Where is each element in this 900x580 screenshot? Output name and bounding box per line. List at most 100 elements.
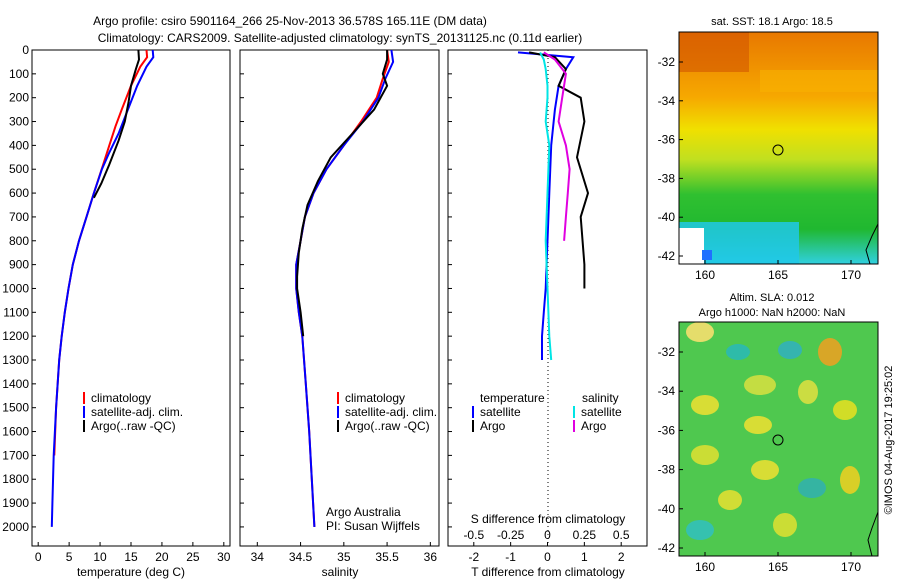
x-tick-label: 34.5 — [289, 550, 313, 564]
coastline — [865, 223, 879, 265]
legend-argo-label: Argo(..raw -QC) — [91, 419, 176, 433]
salinity-panel: 34 34.5 35 35.5 36 salinity climatology sate… — [239, 49, 440, 579]
t-difference-label: T difference from climatology — [471, 565, 625, 579]
lat-tick-label: -42 — [658, 541, 676, 555]
x-tick-label: 36 — [424, 550, 438, 564]
depth-tick-label: 600 — [9, 186, 29, 200]
depth-tick-label: 1500 — [2, 401, 29, 415]
series-line-temperature-satellite — [517, 51, 576, 360]
argo-australia-label: Argo Australia — [326, 505, 401, 519]
temperature-axes-frame — [31, 49, 231, 547]
temperature-series — [50, 49, 155, 527]
t-tick-label: -2 — [468, 550, 479, 564]
depth-tick-label: 1900 — [2, 496, 29, 510]
difference-legend: temperature salinity satellite Argo sate… — [472, 391, 622, 433]
lat-tick-label: -38 — [658, 463, 676, 477]
difference-panel: -2 -1 0 1 2 -0.5 -0.25 0 0.25 0.5 S difference fr… — [447, 49, 648, 579]
x-tick-label: 10 — [93, 550, 107, 564]
salinity-axes-frame — [239, 49, 440, 547]
s-tick-label: 0.25 — [573, 528, 597, 542]
lon-tick-label: 160 — [695, 560, 715, 574]
legend-satellite-label: satellite-adj. clim. — [345, 405, 437, 419]
lon-tick-label: 165 — [768, 268, 788, 282]
sst-cold-cell — [702, 250, 712, 260]
sla-anomaly — [751, 460, 779, 480]
t-tick-label: 2 — [618, 550, 625, 564]
argo-location-marker — [772, 434, 784, 446]
legend-climatology-label: climatology — [91, 391, 151, 405]
s-tick-label: 0 — [544, 528, 551, 542]
sla-anomaly — [833, 400, 857, 420]
salinity-ticks: 34 34.5 35 35.5 36 — [251, 542, 438, 564]
depth-tick-label: 1800 — [2, 472, 29, 486]
legend-satellite-label: satellite-adj. clim. — [91, 405, 183, 419]
sst-map-title: sat. SST: 18.1 Argo: 18.5 — [711, 16, 833, 28]
salinity-series — [295, 49, 395, 527]
sla-anomaly — [778, 341, 802, 359]
sst-orange-band — [760, 70, 878, 92]
lat-tick-label: -34 — [658, 94, 676, 108]
lat-tick-label: -32 — [658, 55, 676, 69]
series-line-satellite-adj-clim- — [295, 49, 395, 527]
sla-anomaly — [744, 416, 772, 434]
depth-tick-label: 800 — [9, 234, 29, 248]
sla-anomaly — [798, 380, 818, 404]
depth-tick-label: 1100 — [3, 305, 29, 319]
legend-s-satellite-label: satellite — [581, 405, 622, 419]
lon-tick-label: 165 — [768, 560, 788, 574]
header-line-1: Argo profile: csiro 5901164_266 25-Nov-2… — [93, 14, 487, 28]
lat-tick-label: -42 — [658, 249, 676, 263]
legend-salinity-header: salinity — [582, 391, 619, 405]
depth-tick-label: 300 — [9, 115, 29, 129]
sla-map: Altim. SLA: 0.012 Argo h1000: NaN h2000:… — [658, 292, 879, 574]
sla-anomaly — [691, 395, 719, 415]
t-tick-label: 0 — [544, 550, 551, 564]
depth-tick-label: 200 — [9, 91, 29, 105]
temperature-legend: climatology satellite-adj. clim. Argo(..… — [83, 391, 183, 433]
lat-tick-label: -36 — [658, 423, 676, 437]
s-tick-label: 0.5 — [613, 528, 630, 542]
s-tick-label: -0.25 — [497, 528, 525, 542]
pi-label: PI: Susan Wijffels — [326, 519, 420, 533]
sla-anomaly — [798, 478, 826, 498]
header-line-2: Climatology: CARS2009. Satellite-adjuste… — [98, 31, 582, 45]
legend-t-argo-label: Argo — [480, 419, 506, 433]
depth-tick-label: 900 — [9, 258, 29, 272]
lat-tick-label: -34 — [658, 384, 676, 398]
series-line-salinity-satellite — [539, 51, 553, 361]
depth-tick-label: 1700 — [2, 448, 29, 462]
depth-tick-label: 500 — [9, 162, 29, 176]
depth-tick-label: 400 — [9, 138, 29, 152]
lon-tick-label: 170 — [841, 268, 861, 282]
series-line-satellite-adj-clim- — [50, 49, 155, 527]
series-line-salinity-argo — [543, 51, 571, 241]
sla-anomaly — [744, 375, 776, 395]
lat-tick-label: -40 — [658, 502, 676, 516]
depth-tick-label: 1600 — [2, 425, 29, 439]
depth-ticks: 0 100 200 300 400 500 600 700 800 900 1000 1100 1200… — [2, 43, 452, 534]
depth-tick-label: 1300 — [2, 353, 29, 367]
sla-map-title-2: Argo h1000: NaN h2000: NaN — [699, 307, 846, 319]
sla-anomaly — [726, 344, 750, 360]
legend-t-satellite-label: satellite — [480, 405, 521, 419]
x-tick-label: 25 — [186, 550, 200, 564]
x-tick-label: 0 — [35, 550, 42, 564]
depth-tick-label: 100 — [9, 67, 29, 81]
depth-tick-label: 0 — [22, 43, 29, 57]
temperature-panel: 0100200300400500600700800900100011001200… — [2, 43, 452, 579]
lon-tick-label: 160 — [695, 268, 715, 282]
legend-argo-label: Argo(..raw -QC) — [345, 419, 430, 433]
lon-tick-label: 170 — [841, 560, 861, 574]
depth-tick-label: 2000 — [2, 520, 29, 534]
series-line-argo-raw-qc- — [296, 50, 389, 337]
sla-anomaly-blobs — [686, 322, 860, 540]
x-tick-label: 15 — [124, 550, 138, 564]
x-tick-label: 34 — [251, 550, 265, 564]
sla-anomaly — [773, 513, 797, 537]
sst-missing-data — [679, 228, 704, 264]
argo-location-marker — [772, 144, 784, 156]
sla-map-ticks: -32 -34 -36 -38 -40 -42 160 165 170 — [658, 345, 862, 574]
x-tick-label: 35.5 — [375, 550, 399, 564]
sla-anomaly — [818, 338, 842, 366]
